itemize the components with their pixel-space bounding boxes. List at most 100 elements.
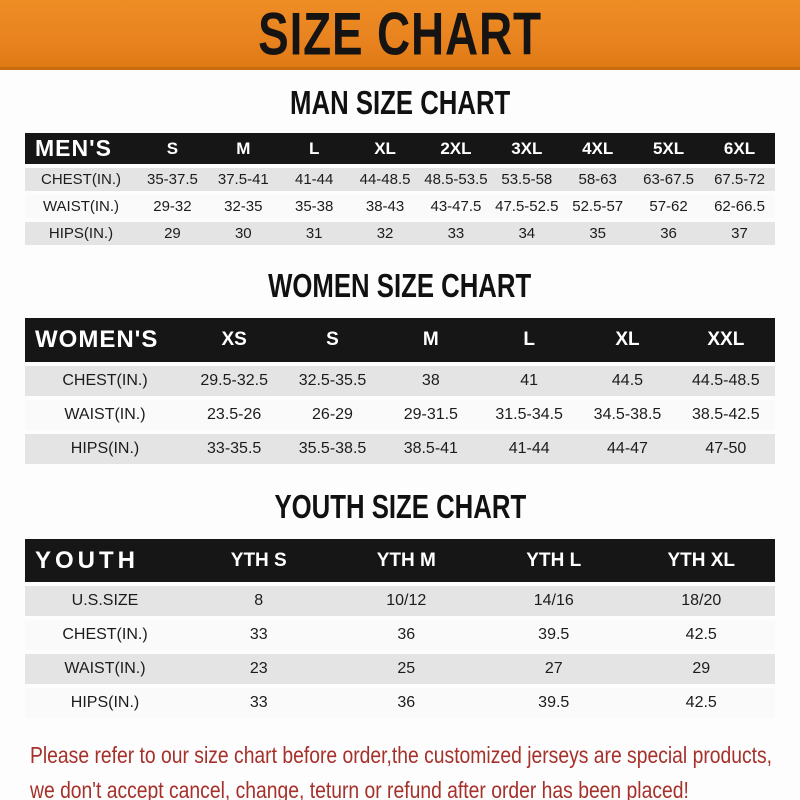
table-row: CHEST(IN.) 33 36 39.5 42.5 [25, 620, 775, 650]
row-label: CHEST(IN.) [62, 372, 148, 389]
size-column-header: S [283, 318, 382, 362]
size-column-header: XS [185, 318, 284, 362]
table-row: HIPS(IN.) 33 36 39.5 42.5 [25, 688, 775, 718]
size-cell: 33 [249, 626, 268, 643]
table-row: WAIST(IN.) 23.5-26 26-29 29-31.5 31.5-34.5 34… [25, 400, 775, 430]
table-row: CHEST(IN.) 29.5-32.5 32.5-35.5 38 41 44.5 44.5… [25, 366, 775, 396]
size-cell: 25 [397, 660, 416, 677]
size-cell: 36 [397, 694, 416, 711]
women-section-heading-text: WOMEN SIZE CHART [268, 267, 532, 304]
size-column-header: 5XL [633, 133, 704, 164]
row-label: WAIST(IN.) [64, 406, 146, 423]
size-cell: 33 [249, 694, 268, 711]
size-cell: 33 [447, 225, 465, 242]
size-cell: 8 [254, 592, 264, 609]
size-column-header: YTH S [185, 539, 333, 582]
row-label: HIPS(IN.) [70, 440, 140, 457]
table-group-label: MEN'S [25, 133, 137, 164]
size-column-header: L [479, 318, 579, 362]
table-row: HIPS(IN.) 33-35.5 35.5-38.5 38.5-41 41-44 44-… [25, 434, 775, 464]
table-header-row: WOMEN'S XS S M L XL XXL [25, 318, 775, 362]
row-label: CHEST(IN.) [62, 626, 148, 643]
size-cell: 26-29 [312, 406, 353, 423]
size-cell: 32 [376, 225, 394, 242]
size-cell: 38.5-42.5 [692, 406, 760, 423]
size-cell: 14/16 [533, 592, 574, 609]
size-column-header: XL [349, 133, 421, 164]
size-cell: 35-37.5 [147, 171, 198, 188]
size-column-header: XXL [676, 318, 775, 362]
table-row: WAIST(IN.) 23 25 27 29 [25, 654, 775, 684]
youth-size-table: YOUTH YTH S YTH M YTH L YTH XL U.S.SIZE 8 10/12… [25, 535, 775, 722]
size-cell: 32-35 [224, 198, 263, 215]
row-label: U.S.SIZE [71, 592, 139, 609]
size-cell: 37.5-41 [217, 171, 269, 188]
table-header-row: MEN'S S M L XL 2XL 3XL 4XL 5XL 6XL [25, 133, 775, 164]
men-section-heading: MAN SIZE CHART [0, 86, 800, 119]
size-cell: 29 [692, 660, 711, 677]
table-row: CHEST(IN.) 35-37.5 37.5-41 41-44 44-48.5 48.5… [25, 168, 775, 191]
section-women: WOMEN SIZE CHART WOMEN'S XS S M L XL XXL CHEST(… [0, 269, 800, 468]
table-row: U.S.SIZE 8 10/12 14/16 18/20 [25, 586, 775, 616]
size-cell: 38.5-41 [403, 440, 458, 457]
size-cell: 10/12 [386, 592, 427, 609]
footer-note-line2-text: we don't accept cancel, change, teturn o… [30, 776, 689, 800]
size-cell: 48.5-53.5 [424, 171, 488, 188]
table-group-label: YOUTH [25, 539, 185, 582]
size-cell: 44.5 [611, 372, 644, 389]
size-cell: 36 [660, 225, 677, 242]
size-cell: 47.5-52.5 [495, 198, 559, 215]
footer-note-line1-text: Please refer to our size chart before or… [30, 742, 773, 768]
size-cell: 30 [234, 225, 252, 242]
size-cell: 42.5 [685, 626, 717, 643]
size-cell: 52.5-57 [572, 198, 624, 215]
size-cell: 34.5-38.5 [593, 406, 662, 423]
size-cell: 29-32 [153, 198, 192, 215]
size-cell: 44.5-48.5 [692, 372, 760, 389]
size-cell: 29.5-32.5 [200, 372, 268, 389]
table-header-row: YOUTH YTH S YTH M YTH L YTH XL [25, 539, 775, 582]
size-cell: 43-47.5 [430, 198, 482, 215]
size-cell: 67.5-72 [714, 171, 765, 188]
section-men: MAN SIZE CHART MEN'S S M L XL 2XL 3XL 4XL 5XL 6XL… [0, 86, 800, 249]
size-cell: 41 [520, 372, 539, 389]
size-cell: 18/20 [681, 592, 722, 609]
size-cell: 41-44 [508, 440, 550, 457]
banner: SIZE CHART [0, 0, 800, 70]
size-cell: 35.5-38.5 [298, 440, 367, 457]
size-cell: 38 [421, 372, 440, 389]
size-column-header: YTH M [332, 539, 480, 582]
size-cell: 37 [731, 225, 748, 242]
size-cell: 42.5 [685, 694, 717, 711]
size-cell: 31.5-34.5 [495, 406, 563, 423]
size-cell: 34 [518, 225, 536, 242]
youth-section-heading: YOUTH SIZE CHART [0, 490, 800, 523]
size-cell: 58-63 [578, 171, 617, 188]
size-cell: 41-44 [295, 171, 334, 188]
row-label: WAIST(IN.) [64, 660, 146, 677]
footer-note-line1: Please refer to our size chart before or… [30, 738, 800, 773]
row-label: CHEST(IN.) [41, 171, 121, 188]
size-column-header: XL [578, 318, 677, 362]
size-column-header: 3XL [491, 133, 563, 164]
table-row: HIPS(IN.) 29 30 31 32 33 34 35 36 37 [25, 222, 775, 245]
size-cell: 47-50 [705, 440, 747, 457]
size-column-header: L [278, 133, 350, 164]
size-column-header: 4XL [562, 133, 634, 164]
size-cell: 53.5-58 [501, 171, 553, 188]
men-size-table: MEN'S S M L XL 2XL 3XL 4XL 5XL 6XL CHEST(IN.) 35-37… [25, 129, 775, 249]
men-section-heading-text: MAN SIZE CHART [289, 84, 511, 121]
size-cell: 23 [249, 660, 268, 677]
size-cell: 29 [164, 225, 181, 242]
size-cell: 62-66.5 [714, 198, 765, 215]
size-cell: 39.5 [538, 626, 570, 643]
size-cell: 32.5-35.5 [298, 372, 367, 389]
size-cell: 35 [589, 225, 607, 242]
size-cell: 36 [397, 626, 416, 643]
footer-note-line2: we don't accept cancel, change, teturn o… [30, 773, 800, 800]
size-cell: 23.5-26 [207, 406, 262, 423]
size-cell: 35-38 [295, 198, 334, 215]
size-cell: 29-31.5 [403, 406, 458, 423]
size-column-header: M [207, 133, 279, 164]
